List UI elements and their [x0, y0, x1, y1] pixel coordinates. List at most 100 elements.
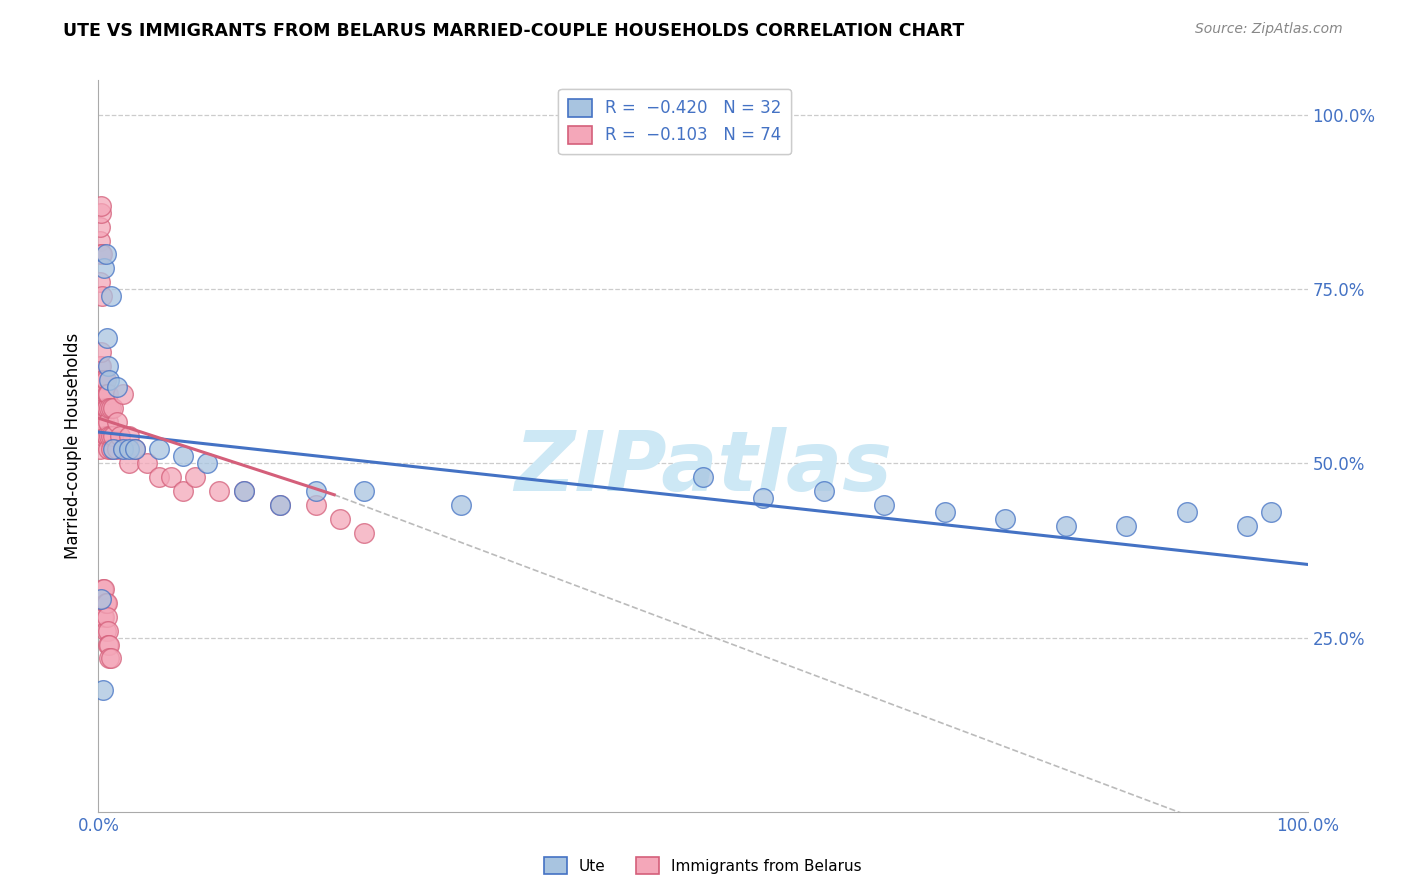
Point — [1054, 519, 1077, 533]
Point — [97, 359, 120, 373]
Point — [1236, 519, 1258, 533]
Point — [96, 609, 118, 624]
Point — [90, 359, 112, 373]
Point — [148, 470, 170, 484]
Point — [269, 498, 291, 512]
Point — [98, 638, 121, 652]
Point — [94, 401, 117, 415]
Point — [172, 484, 194, 499]
Point — [135, 457, 157, 471]
Point — [96, 386, 118, 401]
Point — [89, 359, 111, 373]
Point — [353, 526, 375, 541]
Point — [89, 442, 111, 457]
Point — [1260, 505, 1282, 519]
Text: ZIPatlas: ZIPatlas — [515, 427, 891, 508]
Point — [97, 415, 120, 429]
Point — [89, 386, 111, 401]
Point — [91, 289, 114, 303]
Point — [93, 386, 115, 401]
Point — [90, 401, 112, 415]
Point — [160, 470, 183, 484]
Point — [105, 415, 128, 429]
Point — [1115, 519, 1137, 533]
Point — [98, 401, 121, 415]
Point — [100, 401, 122, 415]
Point — [90, 247, 112, 261]
Point — [89, 275, 111, 289]
Point — [91, 373, 114, 387]
Point — [118, 457, 141, 471]
Point — [93, 401, 115, 415]
Text: Source: ZipAtlas.com: Source: ZipAtlas.com — [1195, 22, 1343, 37]
Point — [96, 331, 118, 345]
Point — [91, 415, 114, 429]
Point — [97, 386, 120, 401]
Point — [90, 205, 112, 219]
Point — [94, 373, 117, 387]
Point — [100, 289, 122, 303]
Point — [91, 582, 114, 596]
Point — [91, 401, 114, 415]
Point — [100, 651, 122, 665]
Point — [94, 428, 117, 442]
Point — [305, 484, 328, 499]
Point — [101, 401, 124, 415]
Point — [91, 386, 114, 401]
Legend: Ute, Immigrants from Belarus: Ute, Immigrants from Belarus — [537, 851, 869, 880]
Point — [97, 442, 120, 457]
Point — [97, 638, 120, 652]
Point — [91, 682, 114, 697]
Point — [100, 442, 122, 457]
Point — [101, 442, 124, 457]
Point — [91, 428, 114, 442]
Point — [752, 491, 775, 506]
Point — [813, 484, 835, 499]
Point — [94, 596, 117, 610]
Point — [93, 261, 115, 276]
Point — [93, 609, 115, 624]
Point — [1175, 505, 1198, 519]
Point — [93, 373, 115, 387]
Point — [232, 484, 254, 499]
Point — [96, 401, 118, 415]
Point — [97, 624, 120, 638]
Point — [90, 592, 112, 607]
Point — [91, 609, 114, 624]
Point — [172, 450, 194, 464]
Point — [90, 199, 112, 213]
Point — [93, 582, 115, 596]
Point — [91, 401, 114, 415]
Point — [305, 498, 328, 512]
Point — [111, 386, 134, 401]
Point — [124, 442, 146, 457]
Point — [91, 247, 114, 261]
Point — [90, 345, 112, 359]
Point — [98, 373, 121, 387]
Point — [195, 457, 218, 471]
Point — [124, 442, 146, 457]
Point — [93, 415, 115, 429]
Point — [692, 470, 714, 484]
Point — [96, 596, 118, 610]
Point — [96, 428, 118, 442]
Point — [994, 512, 1017, 526]
Point — [89, 415, 111, 429]
Point — [94, 247, 117, 261]
Point — [873, 498, 896, 512]
Point — [329, 512, 352, 526]
Y-axis label: Married-couple Households: Married-couple Households — [65, 333, 83, 559]
Point — [105, 380, 128, 394]
Point — [934, 505, 956, 519]
Point — [89, 234, 111, 248]
Point — [94, 624, 117, 638]
Point — [269, 498, 291, 512]
Point — [353, 484, 375, 499]
Point — [98, 428, 121, 442]
Point — [105, 442, 128, 457]
Point — [148, 442, 170, 457]
Point — [232, 484, 254, 499]
Point — [111, 442, 134, 457]
Point — [208, 484, 231, 499]
Point — [100, 428, 122, 442]
